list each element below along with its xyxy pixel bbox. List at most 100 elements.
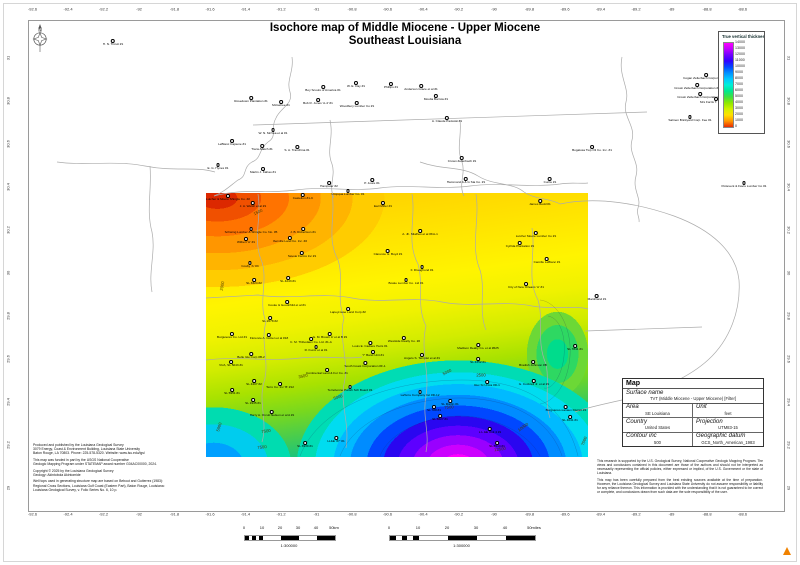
well-symbol-icon [485, 380, 489, 384]
well-symbol-icon [248, 261, 252, 265]
well-label: Belle Isle Corp #B-2 [237, 354, 265, 359]
scale-tick-label: 20 [277, 525, 283, 530]
axis-label-lon: -91.8 [169, 511, 180, 517]
credit-funding: This map was funded in part by the USGS … [33, 457, 158, 466]
well-symbol-icon [249, 227, 253, 231]
projection-label: Projection [696, 418, 723, 425]
map-info-surface: Surface name TVT (Middle Miocene - Upper… [623, 389, 763, 404]
well-marker: Westside Realty Co. #2 [388, 336, 420, 343]
well-marker: Bogalusa Twp Oil Co. Inc. #1 [572, 145, 612, 152]
well-label: Harry A. Orcutt Nelson et al A #1 [249, 412, 295, 417]
axis-label-lon: -89.4 [595, 6, 606, 12]
well-marker: Terrebonne Parish Sch Board #1 [328, 385, 372, 392]
disclaimer-block: This research is supported by the U.S. G… [597, 459, 763, 497]
well-label: LeBlanc Cajoune #1 [218, 141, 246, 146]
scale-tick-label: 30 [295, 525, 301, 530]
well-label: Bob R. Jones 'A-4' #1 [303, 100, 333, 105]
well-label: Lutcher Moore Lumber Co #1 [515, 233, 557, 238]
well-marker: Harry A. Orcutt Nelson et al A #1 [249, 410, 295, 417]
well-symbol-icon [371, 350, 375, 354]
axis-label-lon: -90.2 [453, 6, 464, 12]
well-label: Cyrilda Plantation #1 [505, 243, 535, 248]
well-symbol-icon [518, 241, 522, 245]
axis-label-lon: -89.8 [524, 511, 535, 517]
country-value: United States [644, 425, 671, 430]
well-label: R. Kuntz et al #1 [304, 347, 328, 352]
well-symbol-icon [288, 236, 292, 240]
well-label: SL 2678 #2 [262, 318, 278, 323]
scale-tick-label: 50miles [527, 525, 541, 530]
well-label: Bogalusa Twp Oil Co. Inc. #1 [572, 147, 612, 152]
well-marker: Woodbury Lumber Co #1 [340, 101, 374, 108]
well-marker: Burguieres Co. Ltd #1 [217, 332, 247, 339]
well-symbol-icon [476, 357, 480, 361]
well-symbol-icon [742, 181, 746, 185]
map-info-table: Map Surface name TVT (Middle Miocene - U… [622, 378, 764, 447]
well-marker: SL 6627 #1 [432, 414, 448, 421]
axis-label-lon: -89.6 [560, 6, 570, 12]
scale-tick-label: 0 [242, 525, 246, 530]
contour-label: 7500 [257, 444, 267, 450]
well-marker: F. Draughond #1 [411, 265, 433, 272]
legend-tick-label: 3000 [735, 106, 743, 111]
well-symbol-icon [303, 441, 307, 445]
well-marker: R. Kuntz et al #1 [304, 345, 328, 352]
axis-label-lon: -91.4 [240, 6, 251, 12]
well-marker: Burguieres-Lanaux District #1 [546, 405, 586, 412]
well-symbol-icon [389, 82, 393, 86]
well-marker: SL 4407 #2 [246, 379, 262, 386]
well-label: Bradish Johnson #B [519, 362, 547, 367]
well-symbol-icon [590, 145, 594, 149]
well-marker: Lutcher Moore Lumber Co #1 [516, 231, 556, 238]
well-marker: Umpqua Lumber Co. #1 [331, 189, 365, 196]
well-symbol-icon [354, 81, 358, 85]
well-marker: Bradish Johnson #B [519, 360, 547, 367]
well-symbol-icon [438, 414, 442, 418]
scale-tick-label: 10 [259, 525, 265, 530]
well-label: E. G. Hynes #1 [207, 165, 229, 170]
well-marker: Trans-Match #1 [251, 144, 273, 151]
well-label: Madison Realty Co. et al #625 [457, 345, 499, 350]
scale-bar-block [259, 536, 263, 540]
well-marker: Crown Zellerbach #1 [448, 156, 476, 163]
well-symbol-icon [111, 39, 115, 43]
well-symbol-icon [295, 145, 299, 149]
well-marker: SL Martin #1 [441, 399, 459, 406]
scale-bar-block [413, 536, 419, 540]
well-marker: LaTerre Company Inc #D-12 [401, 390, 439, 397]
legend-colorbar [723, 42, 734, 128]
well-marker: C. M. Thibodaux Co. Ltd. #1-A [290, 337, 332, 344]
well-label: J. A. Welsh et al #1 [239, 203, 267, 208]
axis-label-lat: 30 [786, 270, 792, 276]
well-symbol-icon [316, 98, 320, 102]
well-marker: Crown Zellerbach Corporation #1 [674, 83, 720, 90]
app-logo-icon [783, 547, 791, 555]
well-label: SL 5951 #1 [224, 390, 240, 395]
well-marker: Earl Miller #1 [374, 201, 392, 208]
well-marker: Rec St Unica #D-1 [474, 380, 500, 387]
axis-label-lon: -89.2 [631, 6, 641, 12]
well-label: Cosby 'A' #3 [241, 263, 259, 268]
well-label: Lapeyrouse Land Corp #2 [330, 309, 366, 314]
scale-bar-block [281, 536, 299, 540]
legend-tick-label: 12000 [735, 52, 745, 57]
axis-label-lat: 30.4 [5, 183, 11, 191]
legend-tick-label: 0 [735, 124, 737, 129]
well-label: Crown Zellerbach Corporation #1 [674, 85, 720, 90]
well-marker: SL 4352 #1 [470, 357, 486, 364]
well-marker: W. E. Day #1 [347, 81, 365, 88]
well-marker: Continental Land & Fur Co. #1 [306, 368, 348, 375]
disclaimer-liability: This map has been carefully prepared fro… [597, 478, 763, 494]
scale-bar-block [245, 536, 249, 540]
axis-label-lat: 31 [786, 55, 792, 61]
well-label: L.L.&E Unit 4 #1 [478, 429, 502, 434]
axis-label-lon: -92.2 [98, 6, 109, 12]
well-marker: Poitevent & Favre Lumber Co #1 [721, 181, 767, 188]
axis-label-lat: 30.6 [5, 140, 11, 148]
map-info-cell-area: Area SE Louisiana [623, 403, 693, 417]
well-label: SL 4243 #1 [280, 278, 296, 283]
axis-label-lat: 29.6 [786, 355, 792, 363]
well-marker: Clarence G. Boyd #1 [374, 249, 402, 256]
scale-tick-label: 0 [387, 525, 391, 530]
